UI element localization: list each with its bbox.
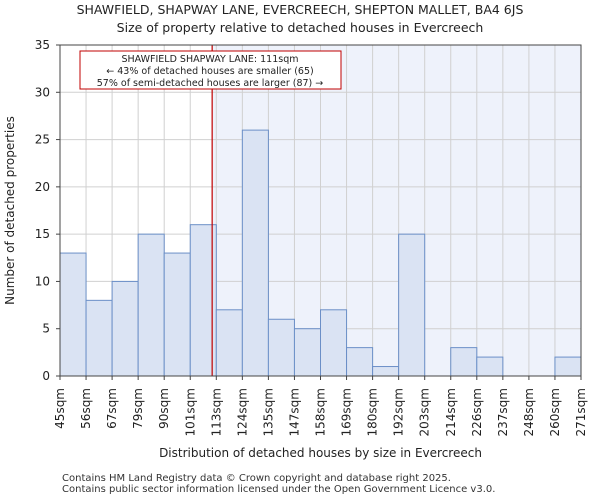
y-axis-label: Number of detached properties xyxy=(3,116,17,305)
y-tick-label: 20 xyxy=(35,180,50,194)
bar xyxy=(398,233,426,377)
x-axis-ticks: 45sqm 56sqm 67sqm 79sqm 90sqm 101sqm 113sqm 124… xyxy=(53,376,588,436)
x-tick-label: 67sqm xyxy=(105,388,119,429)
bar xyxy=(137,233,165,377)
bar xyxy=(215,309,243,377)
bars xyxy=(59,129,582,377)
annotation-line-3: 57% of semi-detached houses are larger (… xyxy=(97,78,324,89)
annotation-line-2: ← 43% of detached houses are smaller (65… xyxy=(106,66,313,77)
x-tick-label: 180sqm xyxy=(366,388,380,436)
x-tick-label: 135sqm xyxy=(261,388,275,436)
bar xyxy=(111,280,139,377)
x-tick-label: 56sqm xyxy=(79,388,93,429)
y-tick-label: 0 xyxy=(42,369,50,383)
y-tick-label: 30 xyxy=(35,85,50,99)
bar xyxy=(372,366,400,377)
footer-line-2: Contains public sector information licen… xyxy=(62,484,496,495)
x-tick-label: 158sqm xyxy=(314,388,328,436)
x-tick-label: 248sqm xyxy=(522,388,536,436)
y-tick-label: 35 xyxy=(35,38,50,52)
footer-line-1: Contains HM Land Registry data © Crown c… xyxy=(62,473,451,484)
bar xyxy=(241,129,269,377)
chart-subtitle: Size of property relative to detached ho… xyxy=(117,20,484,35)
y-tick-label: 15 xyxy=(35,227,50,241)
bar xyxy=(346,347,374,377)
x-tick-label: 169sqm xyxy=(340,388,354,436)
y-tick-label: 5 xyxy=(42,322,50,336)
bar xyxy=(554,356,582,377)
chart-title: SHAWFIELD, SHAPWAY LANE, EVERCREECH, SHE… xyxy=(77,2,524,17)
y-tick-label: 25 xyxy=(35,133,50,147)
x-tick-label: 45sqm xyxy=(53,388,67,429)
bar xyxy=(476,356,504,377)
x-axis-label: Distribution of detached houses by size … xyxy=(159,446,482,460)
bar xyxy=(85,299,113,377)
x-tick-label: 147sqm xyxy=(287,388,301,436)
x-tick-label: 260sqm xyxy=(548,388,562,436)
x-tick-label: 124sqm xyxy=(235,388,249,436)
x-tick-label: 90sqm xyxy=(157,388,171,429)
annotation-frame xyxy=(79,50,342,90)
bar xyxy=(320,309,348,377)
x-tick-label: 101sqm xyxy=(183,388,197,436)
y-tick-label: 10 xyxy=(35,274,50,288)
bar xyxy=(267,318,295,377)
bar xyxy=(450,347,478,377)
x-tick-label: 203sqm xyxy=(418,388,432,436)
x-tick-label: 192sqm xyxy=(392,388,406,436)
annotation-line-1: SHAWFIELD SHAPWAY LANE: 111sqm xyxy=(121,54,298,65)
bar xyxy=(293,328,322,377)
x-tick-label: 79sqm xyxy=(131,388,145,429)
annotation-box: SHAWFIELD SHAPWAY LANE: 111sqm ← 43% of … xyxy=(79,50,342,90)
x-tick-label: 214sqm xyxy=(444,388,458,436)
y-axis-ticks: 0 5 10 15 20 25 30 35 xyxy=(35,38,60,383)
x-tick-label: 113sqm xyxy=(209,388,223,436)
x-tick-label: 226sqm xyxy=(470,388,484,436)
x-tick-label: 271sqm xyxy=(574,388,588,436)
bar xyxy=(59,252,87,377)
x-tick-label: 237sqm xyxy=(496,388,510,436)
bar xyxy=(163,252,191,377)
